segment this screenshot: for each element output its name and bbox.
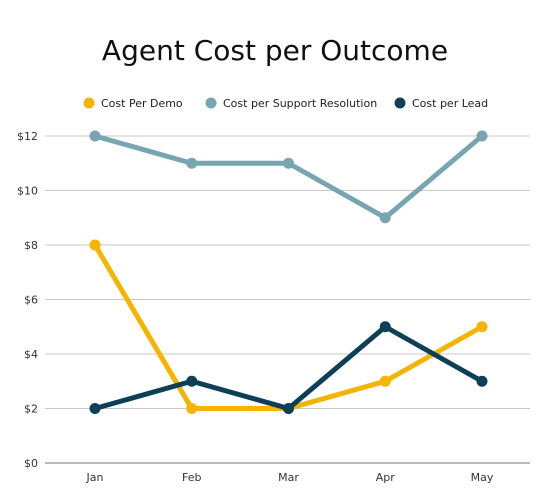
- data-point-cost-per-lead: [283, 403, 294, 414]
- chart-title: Agent Cost per Outcome: [102, 34, 448, 67]
- legend: Cost Per Demo Cost per Support Resolution…: [83, 97, 488, 110]
- y-tick-label: $0: [24, 457, 38, 470]
- series-line-cost-per-support-resolution: [92, 133, 485, 221]
- y-tick-label: $10: [17, 185, 38, 198]
- x-tick-label: Jan: [86, 471, 104, 484]
- series-line-cost-per-demo: [92, 242, 485, 411]
- data-point-cost-per-demo: [476, 321, 488, 333]
- data-point-cost-per-lead: [186, 375, 198, 387]
- grid: [45, 135, 530, 464]
- y-tick-label: $12: [17, 130, 38, 143]
- data-point-cost-per-support-resolution: [283, 157, 294, 169]
- legend-label-cost-per-support-resolution: Cost per Support Resolution: [223, 97, 377, 110]
- legend-marker-cost-per-support-resolution: [205, 97, 217, 109]
- y-tick-label: $8: [24, 239, 38, 252]
- legend-label-cost-per-demo: Cost Per Demo: [101, 97, 183, 110]
- legend-marker-cost-per-demo: [83, 97, 95, 109]
- x-tick-label: Mar: [278, 471, 299, 484]
- data-point-cost-per-demo: [89, 239, 101, 251]
- data-point-cost-per-support-resolution: [186, 157, 198, 169]
- y-tick-label: $6: [24, 294, 38, 307]
- data-point-cost-per-lead: [476, 375, 488, 387]
- y-tick-label: $2: [24, 403, 38, 416]
- x-tick-label: Feb: [182, 471, 201, 484]
- data-point-cost-per-support-resolution: [379, 212, 391, 224]
- y-tick-label: $4: [24, 348, 38, 361]
- data-point-cost-per-lead: [89, 403, 101, 414]
- y-axis: $0 $2 $4 $6 $8 $10 $12: [17, 130, 38, 470]
- x-tick-label: May: [471, 471, 494, 484]
- x-axis: Jan Feb Mar Apr May: [86, 471, 494, 484]
- data-point-cost-per-demo: [379, 375, 391, 387]
- series-group: [89, 130, 488, 414]
- data-point-cost-per-lead: [379, 321, 391, 333]
- x-tick-label: Apr: [376, 471, 396, 484]
- data-point-cost-per-demo: [186, 403, 198, 414]
- data-point-cost-per-support-resolution: [476, 130, 488, 142]
- data-point-cost-per-support-resolution: [89, 130, 101, 142]
- legend-label-cost-per-lead: Cost per Lead: [412, 97, 488, 110]
- legend-marker-cost-per-lead: [394, 97, 406, 109]
